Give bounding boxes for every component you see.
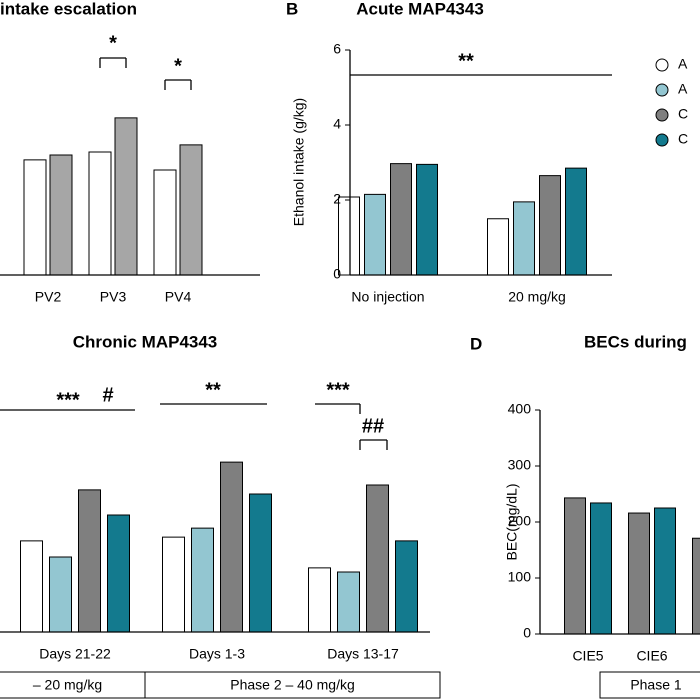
- annotation: *: [174, 55, 182, 77]
- legend-swatch: [655, 58, 669, 72]
- bar: [366, 484, 389, 633]
- x-tick-label: 20 mg/kg: [508, 289, 566, 305]
- legend-swatch: [655, 133, 669, 147]
- bar: [395, 540, 418, 633]
- bar: [49, 154, 73, 276]
- x-tick-label: Days 13-17: [327, 646, 399, 662]
- bar: [88, 151, 112, 276]
- x-tick-label: No injection: [351, 289, 424, 305]
- bar: [23, 159, 47, 276]
- legend-label: C: [678, 106, 688, 122]
- annotation: #: [102, 384, 113, 406]
- bar: [337, 571, 360, 633]
- bar: [692, 537, 700, 635]
- bar: [78, 489, 101, 633]
- legend-swatch: [655, 83, 669, 97]
- bar: [220, 461, 243, 633]
- y-axis-label: Ethanol intake (g/kg): [291, 98, 307, 226]
- bar: [114, 117, 138, 276]
- bar: [590, 502, 612, 635]
- chart-title: Acute MAP4343: [356, 0, 484, 18]
- bar: [487, 218, 509, 276]
- bar: [539, 175, 561, 276]
- x-tick-label: CIE6: [636, 648, 667, 664]
- legend-label: A: [678, 81, 688, 97]
- y-tick-label: 100: [508, 569, 532, 585]
- phase-label: – 20 mg/kg: [33, 677, 102, 693]
- y-tick-label: 2: [333, 191, 341, 207]
- bar: [416, 163, 438, 276]
- annotation: ***: [56, 389, 80, 411]
- chart-title: Chronic MAP4343: [73, 332, 218, 351]
- legend-label: C: [678, 131, 688, 147]
- panel-label: D: [470, 334, 482, 353]
- x-tick-label: CIE5: [572, 648, 603, 664]
- phase-label: Phase 2 – 40 mg/kg: [230, 677, 355, 693]
- y-tick-label: 200: [508, 513, 532, 529]
- annotation: **: [205, 379, 221, 401]
- bar: [565, 167, 587, 276]
- bar: [49, 556, 72, 633]
- x-tick-label: Days 1-3: [189, 646, 245, 662]
- x-tick-label: PV2: [35, 289, 62, 305]
- bar: [162, 536, 185, 633]
- panel-label: B: [286, 0, 298, 18]
- legend-label: A: [678, 56, 688, 72]
- phase-label: Phase 1: [630, 677, 682, 693]
- bar: [249, 493, 272, 633]
- annotation: ##: [362, 415, 384, 437]
- bar: [191, 527, 214, 633]
- chart-title: intake escalation: [0, 0, 137, 18]
- bar: [513, 201, 535, 276]
- bar: [107, 514, 130, 633]
- bar: [364, 193, 386, 276]
- bar: [20, 540, 43, 633]
- x-tick-label: PV3: [100, 289, 127, 305]
- bar: [628, 512, 650, 635]
- bar: [308, 567, 331, 633]
- y-tick-label: 0: [333, 266, 341, 282]
- bar: [390, 163, 412, 276]
- y-tick-label: 300: [508, 457, 532, 473]
- bar: [179, 144, 203, 276]
- bar: [654, 507, 676, 635]
- x-tick-label: Days 21-22: [39, 646, 111, 662]
- bar: [338, 196, 360, 276]
- chart-title: BECs during: [584, 332, 687, 351]
- y-axis-label: BEC(mg/dL): [504, 483, 520, 560]
- y-tick-label: 6: [333, 41, 341, 57]
- y-tick-label: 4: [333, 116, 341, 132]
- phase-box: [599, 671, 700, 699]
- legend-swatch: [655, 108, 669, 122]
- annotation: **: [458, 50, 474, 72]
- annotation: ***: [326, 379, 350, 401]
- phase-box: [144, 671, 441, 699]
- y-tick-label: 0: [523, 625, 531, 641]
- bar: [564, 497, 586, 635]
- y-tick-label: 400: [508, 401, 532, 417]
- annotation: *: [109, 32, 117, 54]
- bar: [153, 169, 177, 276]
- x-tick-label: PV4: [165, 289, 192, 305]
